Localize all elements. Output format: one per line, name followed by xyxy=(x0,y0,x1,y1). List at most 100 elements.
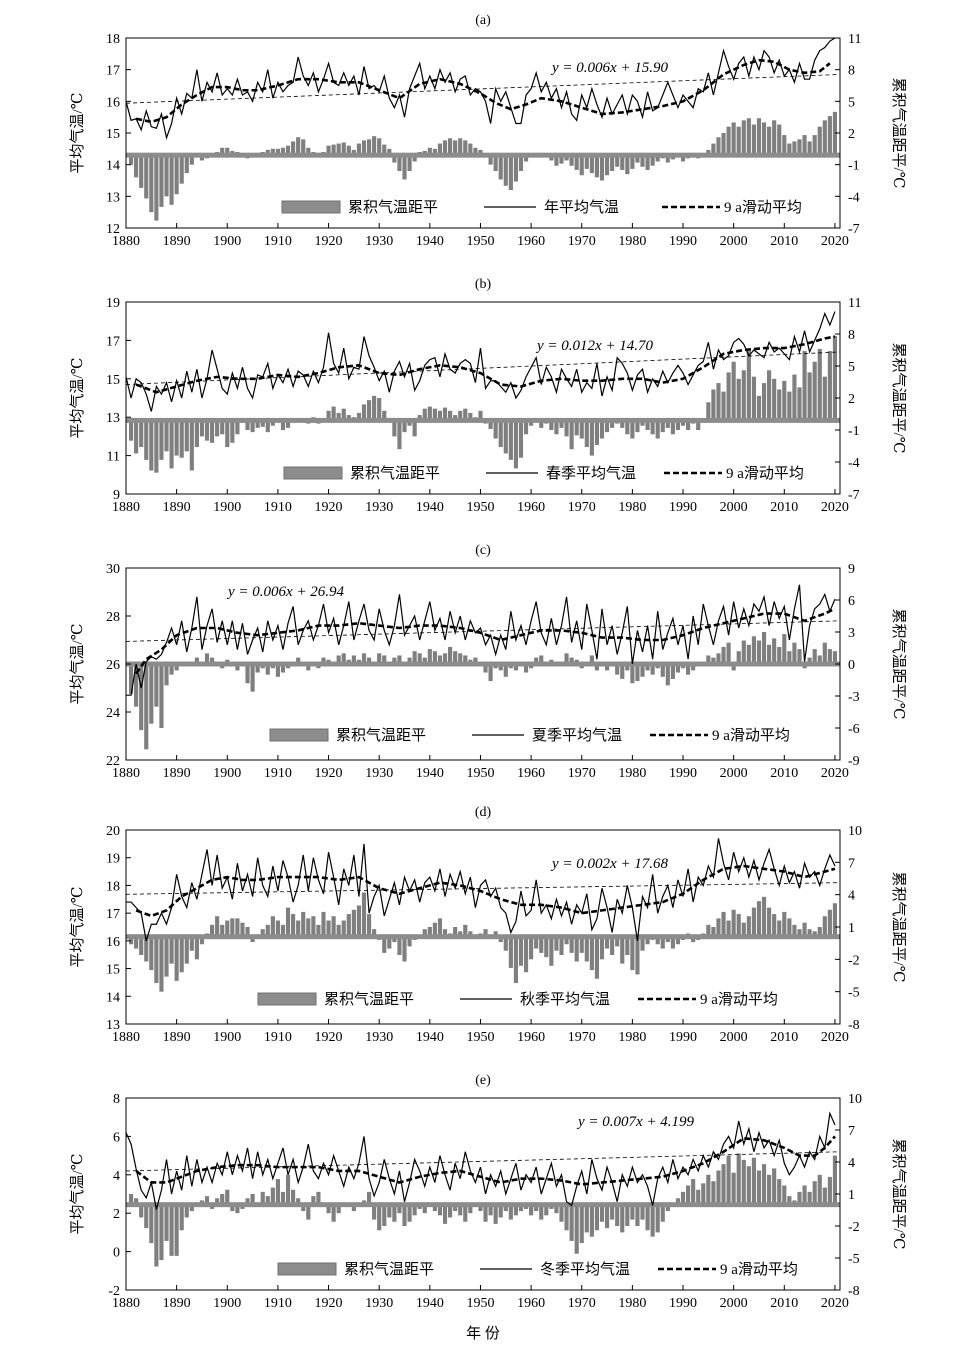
y-right-tick-label: -7 xyxy=(848,222,860,237)
cumulative-anomaly-bars xyxy=(128,892,838,992)
anomaly-bar xyxy=(453,927,458,937)
anomaly-bar xyxy=(341,653,346,664)
anomaly-bar xyxy=(280,420,286,430)
y-right-tick-label: 10 xyxy=(848,1092,862,1107)
anomaly-bar xyxy=(301,911,306,937)
anomaly-bar xyxy=(574,1204,579,1254)
anomaly-bar xyxy=(169,936,174,964)
x-tick-label: 1890 xyxy=(163,1296,191,1311)
anomaly-bar xyxy=(620,936,625,964)
anomaly-bar xyxy=(235,918,240,937)
anomaly-bar xyxy=(169,1204,174,1256)
anomaly-bar xyxy=(564,420,569,437)
anomaly-bar xyxy=(164,155,169,197)
x-tick-label: 2010 xyxy=(770,1296,798,1311)
x-tick-label: 2020 xyxy=(821,766,849,781)
legend-bar-label: 累积气温距平 xyxy=(344,1261,434,1278)
x-tick-label: 1950 xyxy=(466,500,494,515)
anomaly-bar xyxy=(412,155,417,162)
anomaly-bar xyxy=(721,1164,726,1205)
x-tick-label: 1910 xyxy=(264,500,292,515)
y-right-tick-label: 2 xyxy=(848,127,855,142)
x-tick-label: 1900 xyxy=(213,500,241,515)
anomaly-bar xyxy=(372,395,377,421)
anomaly-bar xyxy=(589,655,594,664)
anomaly-bar xyxy=(366,914,372,937)
anomaly-bar xyxy=(604,664,610,671)
anomaly-bar xyxy=(139,664,144,731)
anomaly-bar xyxy=(483,929,488,937)
y-right-tick-label: -7 xyxy=(848,488,860,503)
moving-average-line xyxy=(135,1135,836,1186)
anomaly-bar xyxy=(772,378,777,421)
anomaly-bar xyxy=(822,1187,827,1205)
anomaly-bar xyxy=(817,348,822,421)
anomaly-bar xyxy=(204,1196,210,1205)
anomaly-bar xyxy=(832,1155,838,1205)
anomaly-bar xyxy=(756,118,762,156)
anomaly-bar xyxy=(448,138,453,156)
anomaly-bar xyxy=(559,936,564,956)
anomaly-bar xyxy=(397,1204,402,1214)
anomaly-bar xyxy=(736,651,741,664)
anomaly-bar xyxy=(189,420,194,471)
anomaly-bar xyxy=(128,420,134,441)
anomaly-bar xyxy=(503,420,508,454)
anomaly-bar xyxy=(660,936,665,949)
anomaly-bar xyxy=(463,140,468,156)
anomaly-bar xyxy=(706,924,711,937)
anomaly-bar xyxy=(589,155,594,174)
legend-bar-swatch xyxy=(269,728,329,742)
trend-line xyxy=(125,620,841,642)
anomaly-bar xyxy=(792,141,797,156)
anomaly-bar xyxy=(427,927,432,937)
cumulative-anomaly-bars xyxy=(128,1153,838,1267)
anomaly-bar xyxy=(270,148,275,156)
anomaly-bar xyxy=(777,124,782,156)
anomaly-bar xyxy=(240,922,245,937)
anomaly-bar xyxy=(544,1204,549,1216)
anomaly-bar xyxy=(741,640,746,664)
anomaly-bar xyxy=(610,1204,615,1220)
panel-c: (c) y = 0.006x + 26.94 22 24 26 28 30 -9 -6 -3 0 3 6… xyxy=(69,543,907,781)
y-left-tick-label: 17 xyxy=(106,907,120,922)
anomaly-bar xyxy=(599,1204,605,1222)
anomaly-bar xyxy=(822,120,827,156)
anomaly-bar xyxy=(711,1181,716,1205)
y-right-tick-label: 2 xyxy=(848,392,855,407)
trend-equation: y = 0.007x + 4.199 xyxy=(576,1114,695,1130)
anomaly-bar xyxy=(579,420,584,439)
anomaly-bar xyxy=(620,664,625,679)
x-tick-label: 1900 xyxy=(213,766,241,781)
anomaly-bar xyxy=(787,918,792,937)
anomaly-bar xyxy=(179,420,184,458)
anomaly-bar xyxy=(230,918,235,937)
legend: 累积气温距平 秋季平均气温 9 a滑动平均 xyxy=(257,991,778,1008)
anomaly-bar xyxy=(767,644,772,664)
anomaly-bar xyxy=(377,398,382,421)
anomaly-bar xyxy=(407,1204,412,1222)
x-tick-label: 1910 xyxy=(264,234,292,249)
x-tick-label: 1980 xyxy=(618,234,646,249)
anomaly-bar xyxy=(726,372,731,421)
anomaly-bar xyxy=(488,420,493,429)
y-right-tick-label: 7 xyxy=(848,856,855,871)
anomaly-bar xyxy=(680,1191,686,1205)
anomaly-bar xyxy=(316,1191,321,1205)
x-tick-label: 1970 xyxy=(568,766,596,781)
anomaly-bar xyxy=(397,155,402,171)
anomaly-bar xyxy=(726,642,731,664)
anomaly-bar xyxy=(448,410,453,421)
anomaly-bar xyxy=(392,155,397,163)
legend-line-label: 冬季平均气温 xyxy=(540,1261,630,1278)
mean-temperature-line xyxy=(125,37,836,140)
anomaly-bar xyxy=(802,351,807,421)
anomaly-bar xyxy=(366,400,372,421)
anomaly-baseline xyxy=(126,152,840,158)
y-right-tick-label: 5 xyxy=(848,360,855,375)
panel-b: (b) y = 0.012x + 14.70 9 11 13 15 17 19 -7 -4 -1 2 5… xyxy=(69,277,907,515)
anomaly-bar xyxy=(736,126,741,156)
y-right-axis-title: 累积气温距平/℃ xyxy=(890,609,907,720)
anomaly-bar xyxy=(564,1204,569,1231)
anomaly-bar xyxy=(686,1185,691,1205)
